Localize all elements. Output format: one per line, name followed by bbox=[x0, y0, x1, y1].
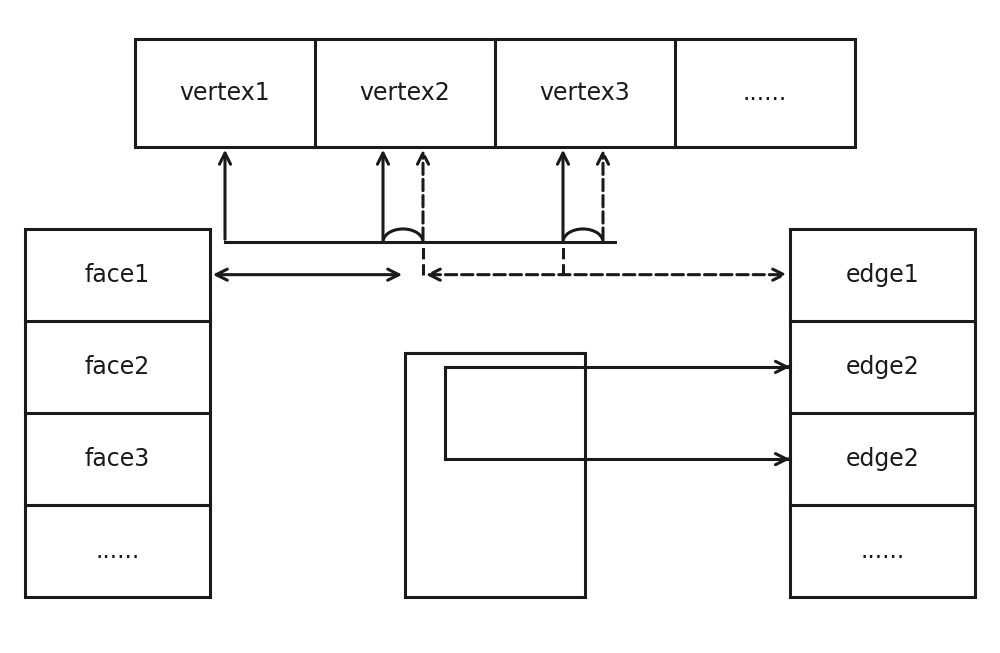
Text: face3: face3 bbox=[85, 447, 150, 471]
Text: face1: face1 bbox=[85, 263, 150, 287]
Bar bbox=[25, 229, 210, 597]
Bar bbox=[135, 39, 855, 147]
Text: vertex3: vertex3 bbox=[540, 81, 630, 105]
Text: vertex2: vertex2 bbox=[360, 81, 450, 105]
Text: edge2: edge2 bbox=[846, 355, 919, 379]
Bar bbox=[790, 229, 975, 597]
Bar bbox=[405, 353, 585, 597]
Text: ......: ...... bbox=[860, 539, 905, 564]
Text: edge1: edge1 bbox=[846, 263, 919, 287]
Text: ......: ...... bbox=[95, 539, 140, 564]
Text: face2: face2 bbox=[85, 355, 150, 379]
Text: edge2: edge2 bbox=[846, 447, 919, 471]
Text: ......: ...... bbox=[743, 81, 787, 105]
Text: vertex1: vertex1 bbox=[180, 81, 270, 105]
